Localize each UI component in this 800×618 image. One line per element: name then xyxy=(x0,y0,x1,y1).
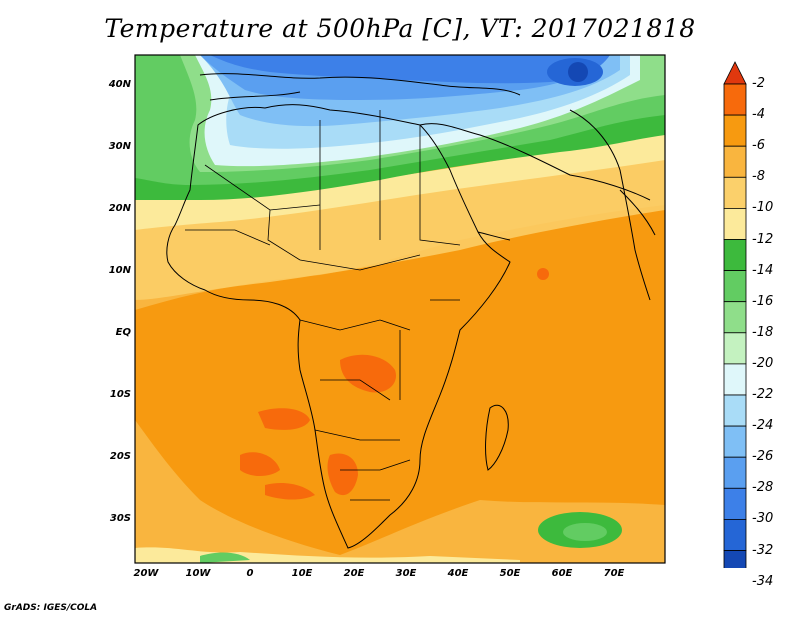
lon-label-10w: 10W xyxy=(185,568,211,579)
lat-label-eq: EQ xyxy=(115,327,131,338)
colorbar-tick-label: -14 xyxy=(752,262,774,278)
colorbar-tick-label: -6 xyxy=(752,138,765,154)
lon-label-20e: 20E xyxy=(343,568,365,579)
map-frame xyxy=(134,54,666,564)
plot-title: Temperature at 500hPa [C], VT: 201702181… xyxy=(104,14,696,43)
colorbar-tick-label: -30 xyxy=(752,511,774,527)
grads-credit: GrADS: IGES/COLA xyxy=(4,603,98,613)
colorbar-box xyxy=(723,114,747,147)
colorbar-box xyxy=(723,145,747,178)
lon-label-50e: 50E xyxy=(499,568,521,579)
colorbar-box xyxy=(723,270,747,303)
colorbar-box xyxy=(723,83,747,116)
lat-label-10n: 10N xyxy=(108,265,131,276)
lon-label-40e: 40E xyxy=(447,568,469,579)
lon-label-60e: 60E xyxy=(551,568,573,579)
colorbar-tick-label: -34 xyxy=(752,573,774,589)
lon-label-70e: 70E xyxy=(603,568,625,579)
colorbar-box xyxy=(723,332,747,365)
lat-label-20s: 20S xyxy=(109,451,131,462)
colorbar-tick-label: -2 xyxy=(752,76,765,91)
colorbar xyxy=(723,61,747,568)
colorbar-box xyxy=(723,550,747,568)
colorbar-tick-label: -24 xyxy=(752,418,774,434)
temperature-field xyxy=(135,55,665,563)
colorbar-box xyxy=(723,239,747,272)
colorbar-tick-label: -12 xyxy=(752,231,774,247)
colorbar-tick-label: -22 xyxy=(752,387,774,402)
lat-label-10s: 10S xyxy=(109,389,131,400)
lon-label-10e: 10E xyxy=(291,568,313,579)
colorbar-tick-label: -20 xyxy=(752,355,774,371)
colorbar-tick-label: -32 xyxy=(752,542,774,558)
lat-label-40n: 40N xyxy=(108,79,131,90)
colorbar-box xyxy=(723,176,747,209)
colorbar-box xyxy=(723,363,747,396)
colorbar-tick-label: -26 xyxy=(752,449,774,465)
colorbar-tick-label: -8 xyxy=(752,169,765,185)
lat-label-30s: 30S xyxy=(109,513,131,524)
country-borders xyxy=(185,110,461,501)
lon-label-30e: 30E xyxy=(395,568,417,579)
colorbar-box xyxy=(723,207,747,240)
lat-label-30n: 30N xyxy=(108,141,131,152)
colorbar-box xyxy=(723,394,747,427)
lon-label-0: 0 xyxy=(246,568,254,579)
colorbar-cap-top xyxy=(723,61,747,85)
colorbar-box xyxy=(723,301,747,334)
lon-label-20w: 20W xyxy=(133,568,159,579)
lat-label-20n: 20N xyxy=(108,203,131,214)
colorbar-box xyxy=(723,425,747,458)
colorbar-tick-label: -28 xyxy=(752,480,774,496)
colorbar-box xyxy=(723,487,747,520)
colorbar-tick-label: -10 xyxy=(752,200,774,216)
coastlines xyxy=(166,73,656,549)
colorbar-tick-label: -16 xyxy=(752,293,774,309)
colorbar-box xyxy=(723,518,747,551)
colorbar-box xyxy=(723,456,747,489)
colorbar-tick-label: -4 xyxy=(752,107,765,123)
colorbar-tick-label: -18 xyxy=(752,324,774,340)
